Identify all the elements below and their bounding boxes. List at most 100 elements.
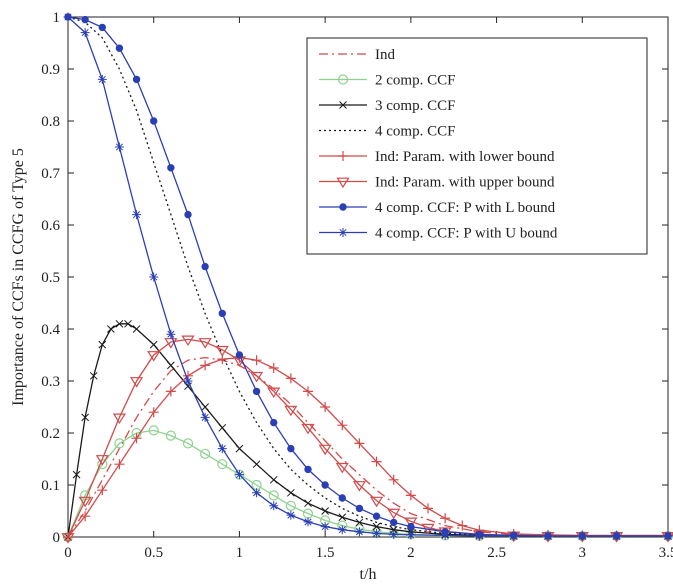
- data-point: [217, 459, 228, 470]
- data-point: [200, 448, 211, 459]
- data-point: [95, 455, 109, 466]
- legend-item: Ind: Param. with upper bound: [319, 175, 555, 191]
- y-tick-label: 0.5: [41, 270, 60, 286]
- data-point: [150, 117, 158, 125]
- data-point: [147, 351, 161, 362]
- data-point: [132, 210, 142, 220]
- data-point: [423, 503, 433, 514]
- data-point: [338, 151, 348, 161]
- data-point: [98, 23, 106, 32]
- data-point: [268, 490, 279, 501]
- data-point: [509, 531, 519, 541]
- legend-item: 4 comp. CCF: [319, 124, 455, 140]
- data-point: [287, 488, 295, 497]
- data-point: [97, 74, 107, 84]
- data-point: [372, 528, 382, 538]
- data-point: [336, 177, 350, 189]
- data-point: [406, 530, 416, 540]
- series-1: [67, 356, 668, 538]
- data-point: [338, 228, 348, 237]
- data-point: [270, 418, 278, 427]
- data-point: [251, 355, 262, 366]
- data-point: [235, 444, 244, 453]
- x-tick-label: 3.5: [659, 545, 673, 561]
- legend-item: Ind: [319, 47, 395, 63]
- data-point: [165, 430, 176, 441]
- data-point: [338, 494, 346, 502]
- data-point: [114, 438, 125, 449]
- data-point: [404, 517, 418, 529]
- data-point: [98, 340, 107, 349]
- y-tick-label: 0.1: [41, 478, 60, 494]
- data-point: [201, 262, 209, 271]
- data-point: [338, 513, 347, 522]
- data-point: [339, 203, 347, 211]
- series-3: [64, 319, 672, 541]
- data-point: [149, 272, 159, 282]
- data-point: [474, 531, 484, 541]
- y-tick-label: 0.8: [41, 114, 60, 130]
- data-point: [440, 513, 451, 524]
- data-point: [252, 488, 262, 498]
- data-point: [269, 501, 279, 511]
- data-point: [80, 511, 91, 522]
- series-line: [67, 356, 668, 538]
- data-point: [457, 520, 468, 531]
- data-point: [72, 470, 81, 479]
- y-tick-label: 0.3: [41, 374, 60, 390]
- data-point: [286, 510, 296, 520]
- legend-item: 2 comp. CCF: [319, 73, 455, 89]
- data-point: [132, 325, 141, 333]
- data-point: [115, 319, 124, 328]
- x-tick-label: 1: [236, 545, 244, 561]
- x-axis-label: t/h: [360, 566, 377, 583]
- data-point: [124, 319, 132, 328]
- data-point: [284, 405, 298, 417]
- data-point: [337, 74, 349, 85]
- data-point: [80, 28, 90, 38]
- data-point: [287, 444, 295, 453]
- data-point: [149, 340, 158, 349]
- x-tick-label: 2.5: [487, 545, 506, 561]
- data-point: [663, 531, 673, 541]
- data-point: [440, 530, 450, 540]
- series-line: [67, 16, 668, 537]
- data-point: [148, 425, 159, 436]
- data-point: [217, 444, 227, 454]
- data-point: [355, 518, 364, 527]
- data-point: [218, 423, 227, 432]
- data-point: [198, 338, 212, 349]
- data-point: [252, 387, 261, 396]
- data-point: [201, 403, 209, 411]
- series-8: [63, 12, 673, 541]
- data-point: [234, 470, 244, 480]
- data-point: [354, 438, 365, 449]
- y-tick-label: 1: [53, 10, 61, 26]
- x-tick-label: 1.5: [316, 545, 335, 561]
- data-point: [61, 533, 75, 544]
- data-point: [268, 363, 279, 373]
- legend-label: 4 comp. CCF: [375, 124, 455, 140]
- x-tick-label: 2: [407, 545, 415, 561]
- data-point: [390, 518, 398, 527]
- data-point: [387, 508, 401, 520]
- x-tick-label: 0: [64, 545, 72, 561]
- data-point: [89, 371, 98, 380]
- data-point: [148, 407, 159, 418]
- legend-item: 4 comp. CCF: P with L bound: [319, 200, 556, 216]
- data-point: [112, 413, 127, 425]
- data-point: [181, 335, 195, 347]
- data-point: [301, 423, 315, 435]
- y-tick-label: 0: [53, 530, 61, 546]
- data-point: [184, 210, 192, 219]
- data-point: [354, 527, 364, 537]
- data-point: [285, 373, 296, 384]
- data-point: [235, 351, 244, 359]
- data-point: [269, 475, 278, 484]
- data-point: [166, 329, 176, 339]
- series-line: [67, 16, 668, 537]
- y-tick-label: 0.2: [41, 426, 60, 442]
- data-point: [321, 507, 329, 515]
- data-point: [81, 15, 89, 24]
